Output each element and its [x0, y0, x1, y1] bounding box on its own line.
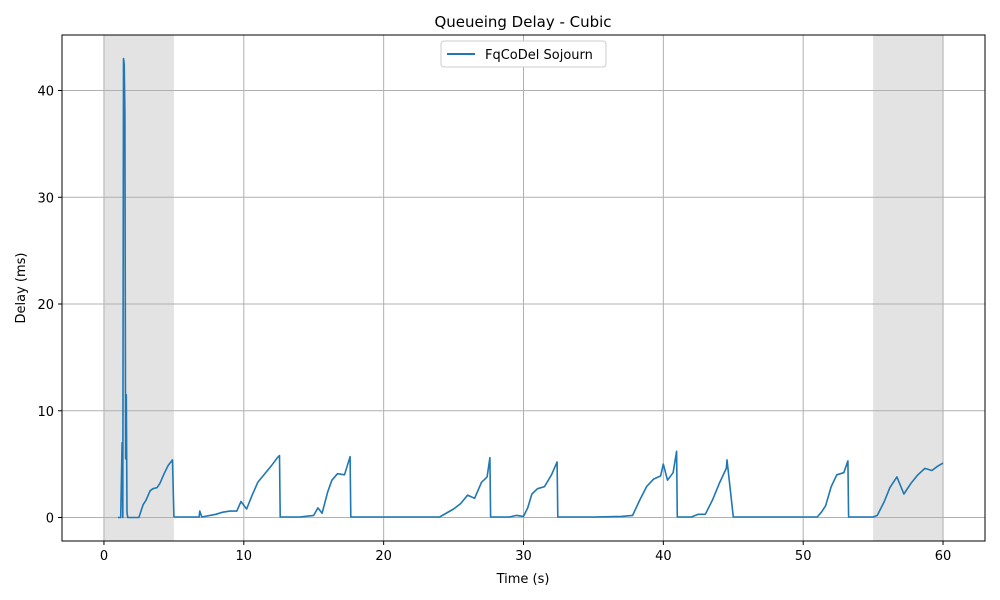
legend-label-fqcodel-sojourn: FqCoDel Sojourn — [485, 48, 593, 63]
x-tick-label-0: 0 — [100, 549, 108, 564]
legend-box — [440, 40, 607, 68]
chart-title: Queueing Delay - Cubic — [434, 13, 611, 31]
y-tick-label-0: 0 — [46, 512, 54, 527]
shaded-region-0 — [103, 35, 174, 541]
y-tick-label-2: 20 — [37, 298, 54, 313]
x-axis-label: Time (s) — [496, 572, 550, 587]
y-tick-label-4: 40 — [37, 85, 54, 100]
y-tick-label-1: 10 — [37, 405, 54, 420]
x-tick-label-2: 20 — [375, 549, 392, 564]
x-tick-label-4: 40 — [655, 549, 672, 564]
axis-ticks: 0 10 20 30 40 50 60 0 10 20 30 40 — [37, 85, 951, 564]
x-tick-label-1: 10 — [236, 549, 253, 564]
shaded-region-1 — [873, 35, 944, 541]
x-tick-label-3: 30 — [515, 549, 532, 564]
series-layer — [117, 57, 944, 519]
x-tick-label-6: 60 — [935, 549, 952, 564]
y-axis-label: Delay (ms) — [14, 253, 29, 324]
x-tick-label-5: 50 — [795, 549, 812, 564]
y-tick-label-3: 30 — [37, 191, 54, 206]
shaded-regions — [103, 35, 944, 541]
series-line-fqcodel-sojourn — [117, 57, 944, 519]
grid-lines — [62, 35, 985, 541]
legend: FqCoDel Sojourn — [440, 40, 607, 68]
